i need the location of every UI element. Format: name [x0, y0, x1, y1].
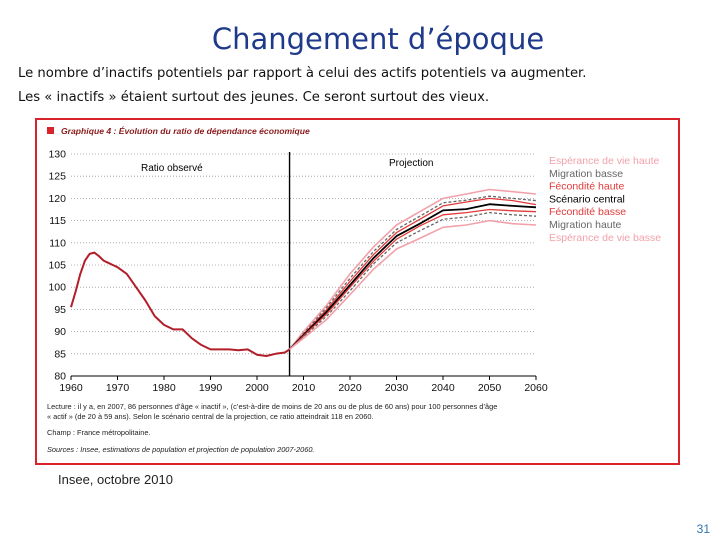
- grid-lines: [71, 153, 536, 355]
- observed-region-label: Ratio observé: [141, 163, 203, 174]
- series-line-migration-haute: [289, 211, 537, 350]
- y-tick-label-130: 130: [48, 149, 66, 161]
- series-line-fecondite-haute: [289, 197, 537, 350]
- source-note: Insee, octobre 2010: [58, 472, 173, 487]
- y-tick-label-100: 100: [48, 282, 66, 294]
- x-axis: 1960 1970 1980 1990 2000 2010 2020 2030 2040 2050…: [59, 376, 548, 394]
- title-marker: [47, 127, 54, 134]
- legend-item-fecondite-haute: Fécondité haute: [549, 181, 624, 193]
- series-line-fecondite-basse: [289, 208, 537, 350]
- y-tick-label-120: 120: [48, 193, 66, 205]
- subtitle-line-2: Les « inactifs » étaient surtout des jeu…: [18, 90, 490, 105]
- series-line-esperance-de-vie-haute: [288, 188, 537, 350]
- series-line-scenario-central: [288, 203, 537, 351]
- x-tick-label-1990: 1990: [199, 382, 223, 394]
- legend-item-fecondite-basse: Fécondité basse: [549, 206, 626, 218]
- dependency-ratio-chart: Graphique 4 : Évolution du ratio de dépe…: [47, 126, 661, 454]
- legend-item-migration-basse: Migration basse: [549, 168, 623, 180]
- y-tick-label-110: 110: [49, 237, 66, 249]
- x-tick-label-1980: 1980: [152, 382, 176, 394]
- x-tick-label-2010: 2010: [292, 382, 316, 394]
- x-tick-label-2060: 2060: [524, 382, 548, 394]
- y-tick-label-125: 125: [48, 171, 66, 183]
- sources-note: Sources : Insee, estimations de populati…: [47, 445, 314, 454]
- x-tick-label-2050: 2050: [478, 382, 502, 394]
- y-tick-label-105: 105: [48, 260, 66, 272]
- y-tick-label-95: 95: [54, 304, 66, 316]
- series-line-esperance-de-vie-basse: [289, 219, 537, 351]
- y-tick-label-85: 85: [54, 348, 66, 360]
- projection-region-label: Projection: [389, 158, 433, 169]
- page-number: 31: [696, 522, 710, 536]
- x-tick-label-2020: 2020: [338, 382, 362, 394]
- y-axis: 80 85 90 95 100 105 110 115 120 125 130: [48, 149, 66, 383]
- subtitle-line-1: Le nombre d’inactifs potentiels par rapp…: [18, 66, 587, 81]
- x-tick-label-1970: 1970: [106, 382, 130, 394]
- legend-item-esperance-de-vie-haute: Espérance de vie haute: [549, 155, 659, 167]
- legend-item-scenario-central: Scénario central: [549, 193, 625, 205]
- slide-title: Changement d’époque: [211, 22, 545, 56]
- chart-figure-frame: Graphique 4 : Évolution du ratio de dépe…: [35, 118, 680, 465]
- scope-note: Champ : France métropolitaine.: [47, 428, 151, 437]
- series-layer: [70, 188, 537, 357]
- x-tick-label-2040: 2040: [431, 382, 455, 394]
- series-line-migration-basse: [289, 195, 537, 350]
- legend-item-migration-haute: Migration haute: [549, 219, 622, 231]
- y-tick-label-80: 80: [54, 371, 66, 383]
- legend-item-esperance-de-vie-basse: Espérance de vie basse: [549, 232, 661, 244]
- lecture-note-line-1: Lecture : il y a, en 2007, 86 personnes …: [47, 402, 497, 411]
- lecture-note-line-2: « actif » (de 20 à 59 ans). Selon le scé…: [47, 412, 374, 421]
- series-line-ratio-observe: [70, 251, 291, 357]
- y-tick-label-115: 115: [49, 215, 66, 227]
- x-tick-label-2030: 2030: [385, 382, 409, 394]
- x-tick-label-1960: 1960: [59, 382, 83, 394]
- y-tick-label-90: 90: [54, 326, 66, 338]
- chart-title: Graphique 4 : Évolution du ratio de dépe…: [61, 126, 310, 136]
- x-tick-label-2000: 2000: [245, 382, 269, 394]
